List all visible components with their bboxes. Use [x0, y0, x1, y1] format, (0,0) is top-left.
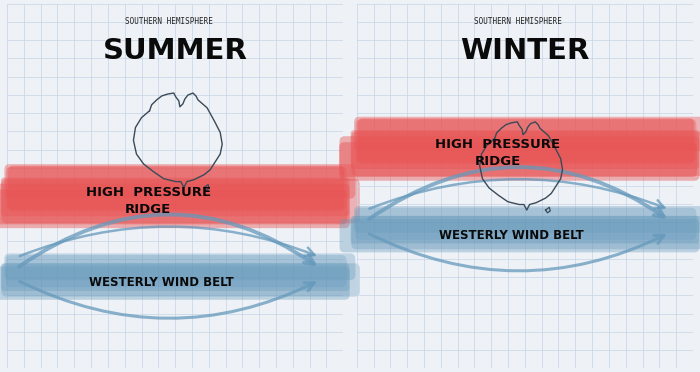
FancyBboxPatch shape — [354, 117, 700, 151]
FancyArrowPatch shape — [370, 234, 664, 271]
FancyBboxPatch shape — [340, 136, 699, 181]
FancyArrowPatch shape — [20, 227, 314, 256]
FancyArrowPatch shape — [20, 214, 314, 266]
FancyBboxPatch shape — [1, 177, 349, 216]
Text: HIGH  PRESSURE
RIDGE: HIGH PRESSURE RIDGE — [435, 138, 561, 168]
Text: SOUTHERN HEMISPHERE: SOUTHERN HEMISPHERE — [475, 17, 562, 26]
FancyArrowPatch shape — [20, 281, 314, 318]
FancyArrowPatch shape — [369, 167, 664, 219]
FancyBboxPatch shape — [4, 164, 356, 199]
FancyBboxPatch shape — [351, 216, 700, 249]
Text: WINTER: WINTER — [460, 37, 589, 65]
FancyArrowPatch shape — [370, 179, 664, 209]
FancyBboxPatch shape — [1, 263, 360, 296]
Text: WESTERLY WIND BELT: WESTERLY WIND BELT — [439, 229, 584, 242]
FancyBboxPatch shape — [6, 255, 346, 287]
FancyBboxPatch shape — [8, 166, 344, 211]
FancyBboxPatch shape — [0, 266, 350, 300]
FancyBboxPatch shape — [351, 132, 700, 176]
Text: SUMMER: SUMMER — [103, 37, 248, 65]
FancyBboxPatch shape — [1, 263, 349, 291]
FancyBboxPatch shape — [351, 130, 699, 169]
FancyBboxPatch shape — [1, 179, 360, 224]
FancyBboxPatch shape — [339, 142, 697, 177]
FancyBboxPatch shape — [0, 184, 350, 228]
FancyBboxPatch shape — [4, 253, 356, 280]
FancyBboxPatch shape — [6, 167, 346, 209]
Text: WESTERLY WIND BELT: WESTERLY WIND BELT — [90, 276, 234, 289]
FancyBboxPatch shape — [358, 118, 694, 164]
FancyBboxPatch shape — [354, 206, 700, 232]
FancyBboxPatch shape — [0, 190, 347, 224]
FancyBboxPatch shape — [340, 219, 699, 252]
Text: SOUTHERN HEMISPHERE: SOUTHERN HEMISPHERE — [125, 17, 213, 26]
Text: HIGH  PRESSURE
RIDGE: HIGH PRESSURE RIDGE — [85, 186, 211, 216]
FancyBboxPatch shape — [356, 208, 696, 240]
FancyBboxPatch shape — [356, 119, 696, 162]
FancyBboxPatch shape — [351, 216, 699, 244]
